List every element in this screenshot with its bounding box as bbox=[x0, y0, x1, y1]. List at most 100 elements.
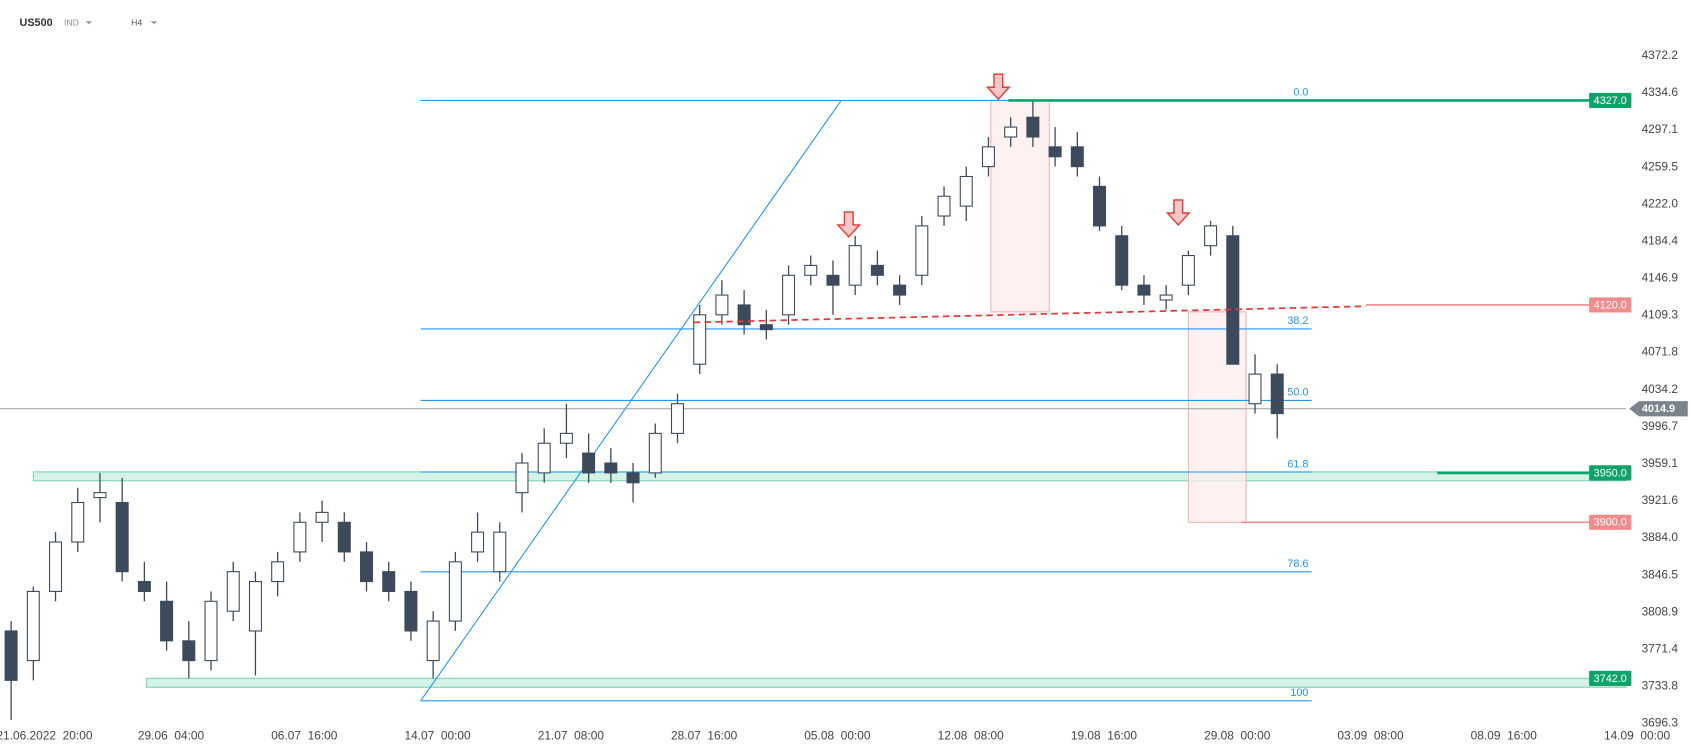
price-tag bbox=[1589, 670, 1632, 686]
candle-body bbox=[515, 462, 529, 494]
y-tick-label: 4372.2 bbox=[1642, 48, 1679, 62]
candle-body bbox=[870, 264, 884, 276]
candle-body bbox=[448, 561, 462, 622]
candle-body bbox=[137, 581, 151, 592]
candle-body bbox=[471, 531, 485, 553]
candle-body bbox=[1159, 294, 1173, 301]
candle-body bbox=[293, 521, 307, 553]
x-tick-label: 05.08 00:00 bbox=[804, 729, 871, 743]
price-tag-label: 3742.0 bbox=[1594, 673, 1627, 685]
x-tick-label: 29.08 00:00 bbox=[1204, 729, 1271, 743]
fib-label: 38.2 bbox=[1287, 315, 1308, 327]
candle-body bbox=[804, 264, 818, 276]
y-tick-label: 4259.5 bbox=[1642, 159, 1679, 173]
x-tick-label: 21.06.2022 20:00 bbox=[0, 729, 93, 743]
dropdown-icon[interactable] bbox=[85, 21, 93, 25]
y-tick-label: 3808.9 bbox=[1642, 604, 1679, 618]
y-tick-label: 3996.7 bbox=[1642, 419, 1679, 433]
candle-body bbox=[182, 640, 196, 662]
candle-body bbox=[248, 581, 262, 632]
candle-body bbox=[1181, 254, 1195, 286]
y-tick-label: 3959.1 bbox=[1642, 456, 1679, 470]
candle-body bbox=[893, 284, 907, 296]
support-zone bbox=[32, 471, 1627, 482]
candles bbox=[4, 100, 1284, 720]
timeframe[interactable]: H4 bbox=[131, 18, 142, 28]
current-price-tag bbox=[1629, 401, 1688, 417]
candle-body bbox=[582, 452, 596, 474]
candle-body bbox=[1093, 185, 1107, 227]
y-tick-label: 4034.2 bbox=[1642, 382, 1679, 396]
candle-body bbox=[604, 462, 618, 474]
arrow-marker bbox=[836, 211, 862, 238]
fib-label: 61.8 bbox=[1287, 458, 1308, 470]
y-tick-label: 3696.3 bbox=[1642, 716, 1679, 730]
price-tag-label: 3900.0 bbox=[1594, 517, 1627, 529]
y-tick-label: 3921.6 bbox=[1642, 493, 1679, 507]
support-zone bbox=[146, 677, 1627, 688]
candle-body bbox=[271, 561, 285, 583]
y-tick-label: 4334.6 bbox=[1642, 85, 1679, 99]
arrows bbox=[836, 73, 1191, 238]
price-tag-label: 4120.0 bbox=[1594, 299, 1627, 311]
candle-body bbox=[737, 304, 751, 326]
x-tick-label: 14.09 00:00 bbox=[1604, 729, 1671, 743]
candle-body bbox=[537, 442, 551, 474]
market[interactable]: IND bbox=[64, 18, 79, 28]
candle-body bbox=[1248, 373, 1262, 405]
x-tick-label: 08.09 16:00 bbox=[1471, 729, 1538, 743]
candle-body bbox=[404, 590, 418, 632]
candle-body bbox=[759, 324, 773, 331]
y-tick-label: 4297.1 bbox=[1642, 122, 1679, 136]
y-tick-label: 3771.4 bbox=[1642, 641, 1679, 655]
arrow-marker bbox=[1165, 199, 1191, 226]
y-tick-label: 3846.5 bbox=[1642, 567, 1679, 581]
x-tick-label: 03.09 08:00 bbox=[1337, 729, 1404, 743]
candle-body bbox=[981, 146, 995, 168]
y-tick-label: 4146.9 bbox=[1642, 271, 1679, 285]
price-tag bbox=[1589, 465, 1632, 481]
candle-body bbox=[1004, 126, 1018, 138]
fib-trend-line bbox=[420, 100, 842, 702]
candle-body bbox=[204, 600, 218, 662]
fib-label: 78.6 bbox=[1287, 558, 1308, 570]
y-tick-label: 3733.8 bbox=[1642, 679, 1679, 693]
x-tick-label: 12.08 08:00 bbox=[938, 729, 1005, 743]
axes: 4327.0 4120.0 3950.0 3900.0 3742.0 4372.2 4334… bbox=[0, 48, 1688, 743]
fib-label: 50.0 bbox=[1287, 387, 1308, 399]
candle-body bbox=[848, 245, 862, 286]
candle-body bbox=[782, 274, 796, 316]
candle-body bbox=[715, 294, 729, 316]
dropdown-icon[interactable] bbox=[150, 21, 158, 25]
x-tick-label: 29.06 04:00 bbox=[138, 729, 205, 743]
candle-body bbox=[49, 541, 63, 592]
y-tick-label: 4071.8 bbox=[1642, 345, 1679, 359]
candle-body bbox=[4, 630, 18, 681]
candle-body bbox=[426, 620, 440, 662]
candle-body bbox=[360, 551, 374, 583]
current-price-label: 4014.9 bbox=[1642, 403, 1675, 415]
candle-body bbox=[1070, 146, 1084, 168]
candle-body bbox=[670, 403, 684, 434]
candle-body bbox=[1226, 235, 1240, 365]
x-tick-label: 28.07 16:00 bbox=[671, 729, 738, 743]
x-tick-label: 06.07 16:00 bbox=[271, 729, 338, 743]
candle-body bbox=[693, 314, 707, 365]
candle-body bbox=[493, 531, 507, 573]
candle-body bbox=[1048, 146, 1062, 158]
candle-body bbox=[71, 501, 85, 543]
trend-line bbox=[693, 305, 1366, 324]
candle-body bbox=[1115, 235, 1129, 286]
fib-label: 100 bbox=[1290, 687, 1308, 699]
price-tag bbox=[1589, 514, 1632, 530]
candle-body bbox=[1137, 284, 1151, 296]
candle-body bbox=[226, 571, 240, 612]
y-tick-label: 3884.0 bbox=[1642, 530, 1679, 544]
candle-body bbox=[1270, 373, 1284, 415]
candle-body bbox=[160, 600, 174, 642]
price-tag bbox=[1589, 297, 1632, 313]
candle-body bbox=[115, 501, 129, 573]
x-tick-label: 21.07 08:00 bbox=[538, 729, 605, 743]
y-tick-label: 4222.0 bbox=[1642, 196, 1679, 210]
